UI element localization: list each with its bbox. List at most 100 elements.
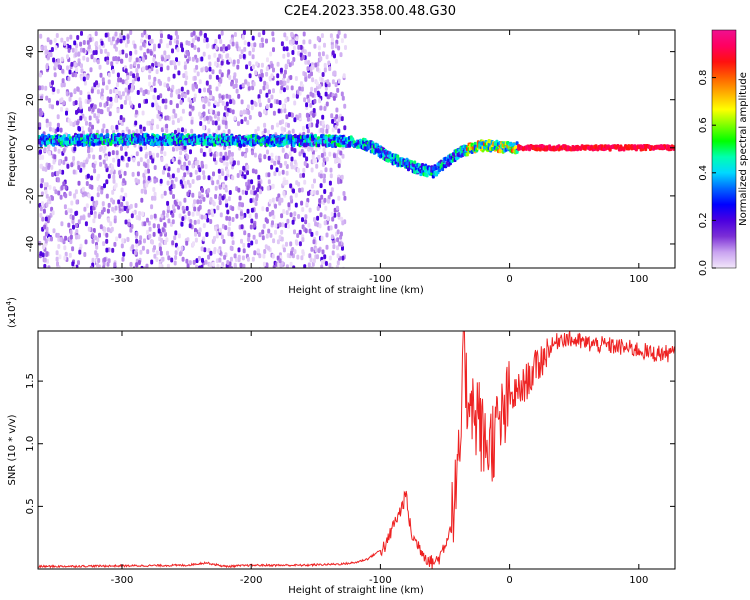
noise-cell [171,219,175,225]
noise-cell [75,109,78,115]
noise-cell [271,210,275,216]
noise-cell [272,47,275,53]
noise-cell [177,233,181,239]
noise-cell [228,216,231,222]
colorbar-tick-label: 0.0 [698,260,709,276]
noise-cell [39,33,43,39]
noise-cell [322,178,326,184]
noise-cell [224,151,228,157]
noise-cell [60,106,63,112]
noise-cell [161,169,165,175]
noise-cell [101,201,105,207]
noise-cell [311,92,315,98]
noise-cell [45,64,49,70]
noise-cell [231,240,235,246]
noise-cell [55,250,59,256]
noise-cell [242,53,246,59]
noise-cell [262,223,266,229]
noise-cell [103,226,107,232]
noise-cell [302,125,305,131]
noise-cell [222,48,226,54]
noise-cell [299,44,303,50]
noise-cell [48,126,52,132]
noise-cell [259,76,263,82]
noise-cell [89,265,93,268]
noise-cell [252,81,256,87]
noise-cell [152,81,156,87]
noise-cell [340,116,344,122]
noise-cell [331,127,335,133]
noise-cell [158,263,162,268]
noise-cell [302,167,306,173]
noise-cell [144,54,148,60]
noise-cell [197,255,201,261]
noise-cell [330,211,334,217]
noise-cell [297,214,301,219]
noise-cell [183,180,187,186]
noise-cell [339,52,343,58]
noise-cell [205,80,209,86]
noise-cell [240,99,244,105]
noise-cell [231,109,235,115]
noise-cell [258,232,262,238]
noise-cell [226,209,230,215]
noise-cell [317,248,321,254]
noise-cell [119,94,123,100]
noise-cell [248,50,252,56]
noise-cell [175,89,179,95]
noise-cell [107,217,111,223]
noise-cell [183,197,187,203]
noise-cell [145,33,149,39]
noise-cell [219,46,223,52]
noise-cell [195,64,199,70]
noise-cell [80,68,84,74]
noise-cell [167,54,171,60]
noise-cell [223,254,227,260]
noise-cell [160,33,163,39]
noise-cell [198,79,202,85]
noise-cell [85,159,89,165]
noise-cell [46,258,49,264]
noise-cell [133,43,137,49]
noise-cell [194,231,197,237]
noise-cell [79,41,83,47]
colorbar-label: Normalized spectral amplitude [738,72,749,226]
noise-cell [337,212,341,218]
snr-panel: -300 -200 -100 0 100 0.51.01.5 Height of str… [5,297,676,596]
noise-cell [214,61,218,67]
noise-cell [92,228,96,233]
noise-cell [198,111,202,117]
noise-cell [289,195,293,201]
noise-cell [258,157,262,163]
noise-cell [176,167,180,173]
noise-cell [150,125,154,131]
noise-cell [312,112,316,118]
noise-cell [320,235,324,241]
noise-cell [278,197,282,203]
noise-cell [98,44,102,50]
noise-cell [124,145,128,151]
noise-cell [96,192,100,198]
noise-cell [172,204,175,210]
noise-cell [119,38,123,44]
noise-cell [240,238,243,244]
noise-cell [293,100,297,106]
noise-cell [230,151,234,157]
noise-cell [103,257,107,263]
noise-cell [333,207,337,213]
noise-cell [282,73,286,79]
noise-cell [69,34,73,40]
noise-cell [172,208,176,214]
noise-cell [312,239,316,245]
noise-cell [232,160,236,166]
noise-cell [137,161,141,167]
noise-cell [181,183,185,189]
noise-cell [243,40,247,46]
noise-cell [71,261,75,267]
noise-cell [228,190,232,195]
noise-cell [111,247,115,253]
noise-cell [64,210,68,216]
noise-cell [177,70,181,76]
svg-text:(x104): (x104) [5,297,18,328]
noise-cell [239,262,243,268]
